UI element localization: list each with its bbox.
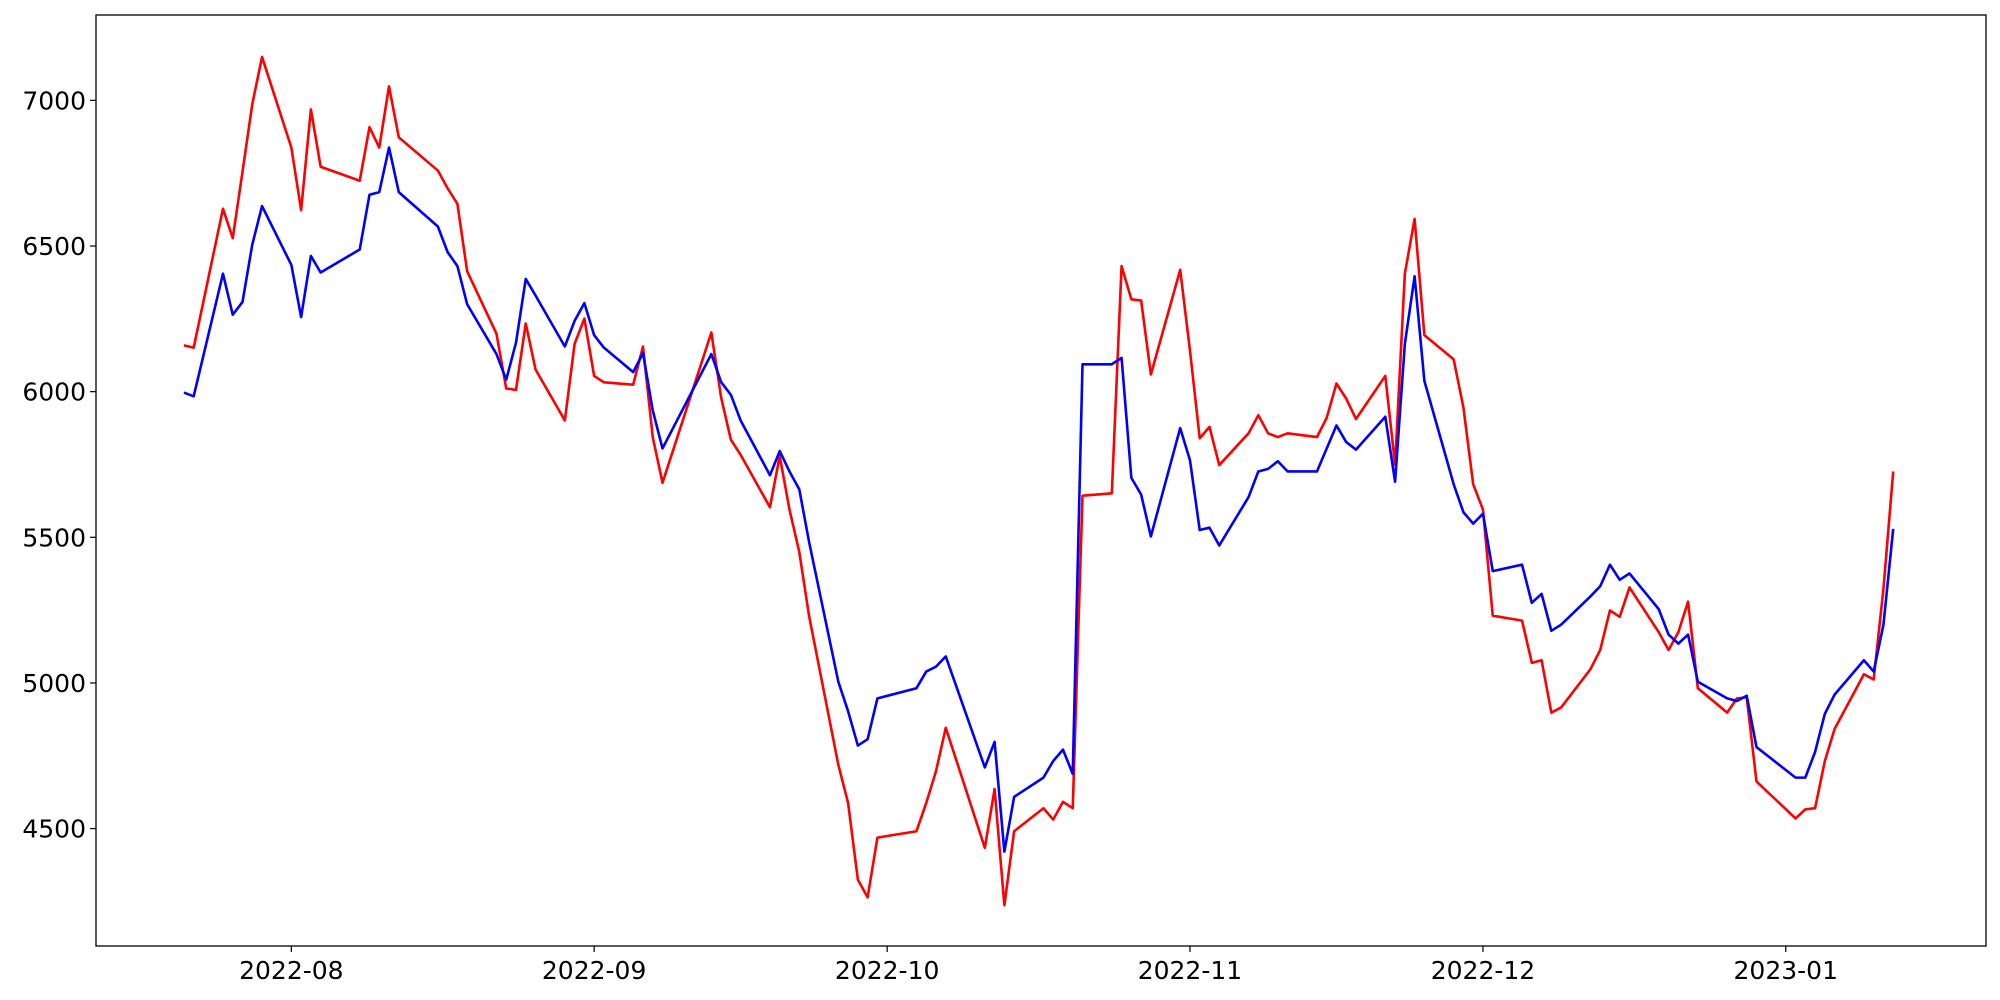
- x-tick-label: 2023-01: [1734, 956, 1838, 985]
- x-tick-label: 2022-11: [1138, 956, 1242, 985]
- y-tick-label: 5500: [22, 523, 86, 552]
- series-line: [183, 55, 1895, 907]
- y-tick-label: 6500: [22, 232, 86, 261]
- y-tick-label: 7000: [22, 86, 86, 115]
- y-tick-label: 5000: [22, 669, 86, 698]
- x-tick-label: 2022-09: [542, 956, 646, 985]
- x-tick-label: 2022-12: [1431, 956, 1535, 985]
- y-tick-label: 6000: [22, 378, 86, 407]
- y-tick-label: 4500: [22, 815, 86, 844]
- x-tick-label: 2022-08: [239, 956, 343, 985]
- plot-frame: [95, 14, 1987, 947]
- x-tick-label: 2022-10: [835, 956, 939, 985]
- series-line: [183, 146, 1895, 853]
